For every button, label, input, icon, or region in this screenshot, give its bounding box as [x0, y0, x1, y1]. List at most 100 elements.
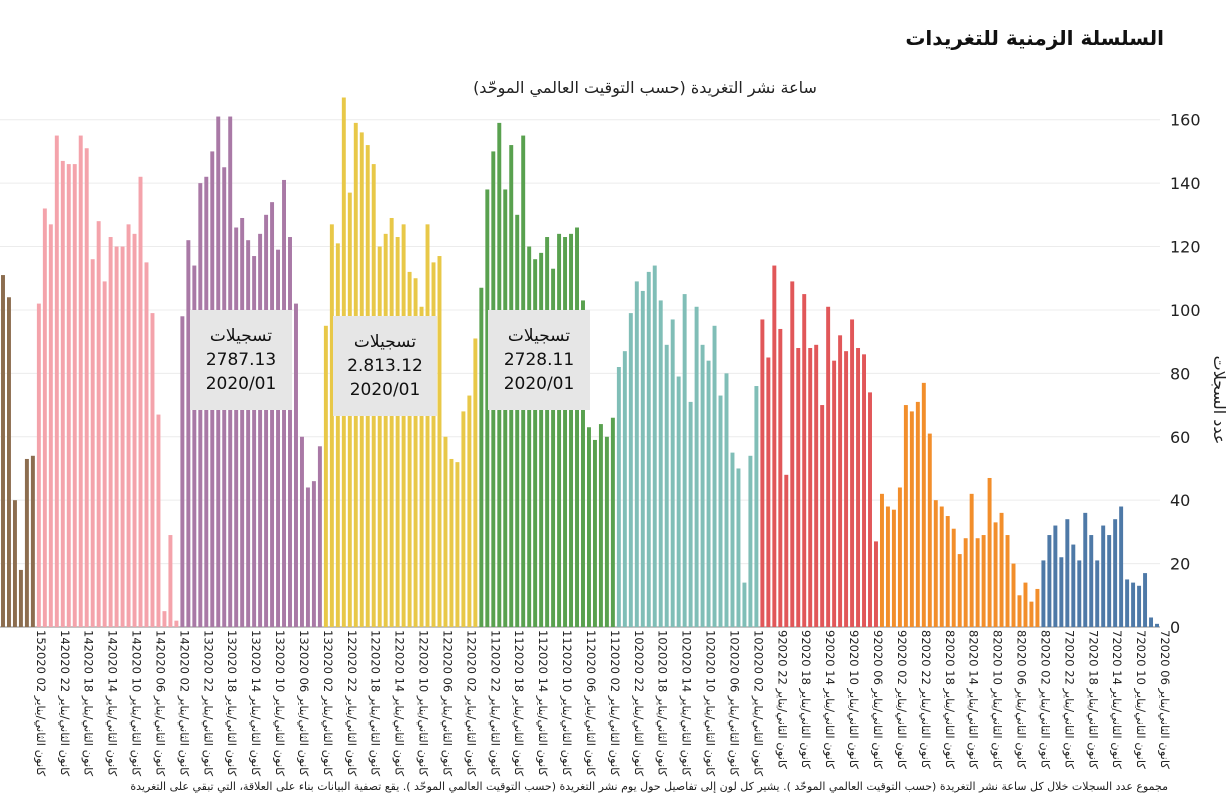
bar[interactable] [66, 164, 71, 627]
bar[interactable] [551, 268, 556, 627]
bar[interactable] [820, 405, 825, 627]
bar[interactable] [48, 224, 53, 627]
bar[interactable] [455, 462, 460, 627]
bar[interactable] [933, 500, 938, 627]
bar[interactable] [407, 271, 412, 627]
bar[interactable] [1101, 525, 1106, 627]
bar[interactable] [879, 493, 884, 627]
bar[interactable] [766, 357, 771, 628]
bar[interactable] [174, 620, 179, 627]
bar[interactable] [664, 344, 669, 627]
bar[interactable] [449, 458, 454, 627]
bar[interactable] [975, 538, 980, 627]
bar[interactable] [981, 535, 986, 627]
bar[interactable] [1041, 560, 1046, 627]
bar[interactable] [826, 306, 831, 627]
bar[interactable] [539, 252, 544, 627]
bar[interactable] [796, 347, 801, 627]
bar[interactable] [676, 376, 681, 627]
bar[interactable] [288, 237, 292, 627]
bar[interactable] [234, 227, 239, 627]
bar[interactable] [814, 344, 819, 627]
bar[interactable] [987, 477, 992, 627]
bar[interactable] [138, 176, 143, 627]
bar[interactable] [323, 325, 328, 627]
bar[interactable] [156, 414, 161, 627]
bar[interactable] [473, 338, 478, 627]
bar[interactable] [533, 259, 538, 627]
bar[interactable] [927, 433, 932, 627]
bar[interactable] [419, 306, 424, 627]
bar[interactable] [575, 227, 579, 627]
bar[interactable] [1113, 519, 1118, 627]
bar[interactable] [485, 189, 490, 627]
bar[interactable] [957, 554, 962, 627]
bar[interactable] [616, 367, 621, 627]
bar[interactable] [150, 313, 155, 627]
bar[interactable] [610, 417, 615, 627]
bar[interactable] [1107, 535, 1112, 627]
bar[interactable] [832, 360, 837, 627]
bar[interactable] [401, 224, 406, 627]
bar[interactable] [1131, 582, 1136, 627]
bar[interactable] [622, 351, 627, 627]
bar[interactable] [102, 281, 107, 627]
bar[interactable] [276, 249, 281, 627]
bar[interactable] [1053, 525, 1058, 627]
bar[interactable] [969, 493, 974, 627]
bar[interactable] [186, 240, 191, 627]
bar[interactable] [12, 500, 17, 627]
bar[interactable] [993, 522, 998, 627]
bar[interactable] [42, 208, 47, 628]
bar[interactable] [778, 328, 783, 627]
bar[interactable] [90, 259, 95, 627]
bar[interactable] [1083, 512, 1088, 627]
bar[interactable] [748, 455, 753, 627]
bar[interactable] [868, 392, 872, 627]
bar[interactable] [252, 256, 257, 627]
bar[interactable] [658, 300, 663, 627]
bar[interactable] [742, 582, 747, 627]
bar[interactable] [587, 427, 591, 627]
bar[interactable] [1047, 535, 1052, 627]
bar[interactable] [640, 290, 645, 627]
bar[interactable] [264, 214, 269, 627]
bar[interactable] [132, 233, 137, 627]
bar[interactable] [646, 271, 651, 627]
bar[interactable] [299, 436, 304, 627]
bar[interactable] [1071, 544, 1076, 627]
bar[interactable] [545, 237, 550, 627]
bar[interactable] [168, 535, 173, 627]
bar[interactable] [909, 411, 914, 627]
bar[interactable] [844, 351, 849, 627]
bar[interactable] [78, 135, 83, 627]
bar[interactable] [1155, 623, 1159, 627]
bar[interactable] [1089, 535, 1094, 627]
bar[interactable] [1005, 535, 1010, 627]
bar[interactable] [1149, 617, 1154, 627]
bar[interactable] [431, 262, 436, 627]
bar[interactable] [317, 446, 322, 627]
bar[interactable] [1119, 506, 1124, 627]
bar[interactable] [628, 313, 633, 627]
bar[interactable] [760, 319, 765, 627]
bar[interactable] [54, 135, 59, 627]
bar[interactable] [790, 281, 795, 627]
bar[interactable] [694, 306, 699, 627]
bar[interactable] [581, 300, 585, 627]
bar[interactable] [736, 468, 741, 627]
bar[interactable] [1029, 601, 1034, 627]
bar[interactable] [682, 294, 687, 627]
bar[interactable] [670, 319, 675, 627]
bar[interactable] [999, 512, 1004, 627]
bar[interactable] [921, 382, 926, 627]
bar[interactable] [120, 246, 125, 627]
bar[interactable] [413, 278, 418, 627]
bar[interactable] [856, 347, 861, 627]
bar[interactable] [903, 405, 908, 627]
bar[interactable] [162, 611, 167, 627]
bar[interactable] [688, 401, 693, 627]
bar[interactable] [784, 474, 789, 627]
bar[interactable] [838, 335, 843, 627]
bar[interactable] [945, 516, 950, 627]
